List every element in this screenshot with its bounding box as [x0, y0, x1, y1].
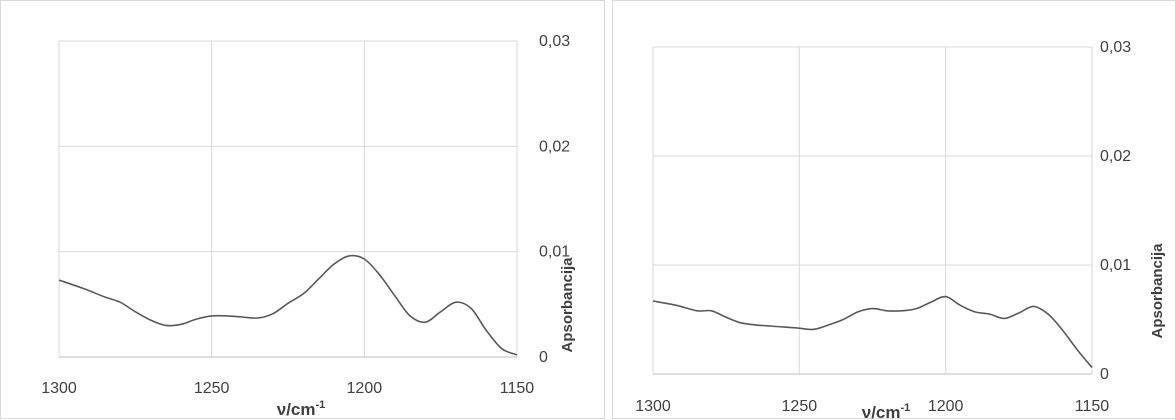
y-tick-label: 0,01 — [539, 244, 570, 261]
x-tick-label: 1200 — [347, 380, 383, 397]
series-line — [58, 254, 518, 356]
y-tick-label: 0,02 — [1100, 148, 1131, 165]
y-axis-label: Apsorbancija — [559, 257, 576, 353]
chart-panel-left: 1300 1250 1200 1150 0 0,01 0,02 0,03 ν/cm-1 Apsor… — [0, 0, 605, 419]
x-tick-label: 1150 — [500, 380, 535, 397]
x-tick-label: 1150 — [1075, 398, 1110, 415]
x-tick-label: 1200 — [928, 398, 964, 415]
x-axis-label: ν/cm-1 — [277, 399, 326, 419]
x-tick-label: 1250 — [194, 380, 230, 397]
x-axis-label-text: ν/cm — [862, 403, 901, 420]
y-tick-label: 0 — [1100, 366, 1109, 383]
chart-panel-right: 1300 1250 1200 1150 0 0,01 0,02 0,03 ν/cm-1 Apsor… — [612, 0, 1175, 420]
x-axis-label-superscript: -1 — [900, 402, 910, 414]
y-tick-label: 0,03 — [1100, 39, 1131, 56]
x-tick-label: 1300 — [41, 380, 77, 397]
y-tick-label: 0 — [539, 349, 548, 366]
chart-right-svg: 1300 1250 1200 1150 0 0,01 0,02 0,03 ν/cm-1 Apsor… — [635, 39, 1166, 420]
x-tick-label: 1300 — [635, 398, 671, 415]
x-axis-label-superscript: -1 — [315, 399, 325, 411]
y-tick-label: 0,02 — [539, 138, 570, 155]
y-axis-label: Apsorbancija — [1149, 243, 1166, 339]
x-tick-label: 1250 — [782, 398, 818, 415]
series-line — [652, 295, 1093, 369]
x-axis-label-text: ν/cm — [277, 400, 316, 419]
y-tick-label: 0,03 — [539, 33, 570, 50]
x-axis-label: ν/cm-1 — [862, 402, 911, 420]
y-tick-label: 0,01 — [1100, 257, 1131, 274]
